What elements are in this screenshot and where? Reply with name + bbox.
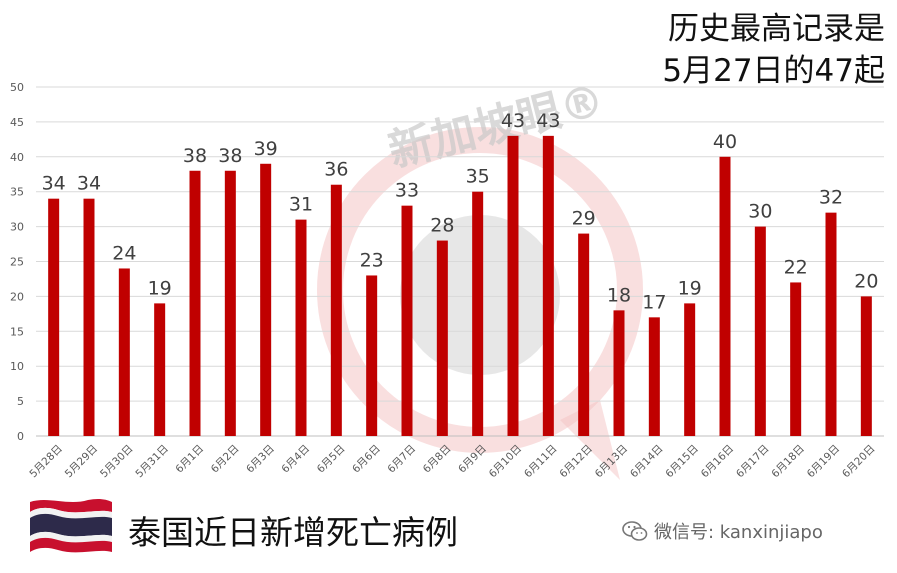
data-label: 29 xyxy=(572,208,596,230)
data-label: 19 xyxy=(678,277,702,299)
data-label: 20 xyxy=(854,270,878,292)
y-tick-label: 25 xyxy=(10,256,24,269)
flag-stripe-red-top xyxy=(30,498,112,513)
data-label: 36 xyxy=(324,159,348,181)
data-label: 34 xyxy=(42,173,66,195)
data-label: 40 xyxy=(713,131,737,153)
y-tick-label: 5 xyxy=(17,395,24,408)
bar xyxy=(330,184,342,436)
footer-title: 泰国近日新增死亡病例 xyxy=(128,513,458,552)
x-tick-label: 5月31日 xyxy=(133,443,171,481)
x-tick-label: 6月1日 xyxy=(173,443,206,476)
x-tick-label: 6月8日 xyxy=(421,443,454,476)
wechat-credit: 微信号: kanxinjiapo xyxy=(622,518,823,544)
thailand-flag-icon xyxy=(30,498,112,553)
x-tick-label: 6月5日 xyxy=(315,443,348,476)
bar xyxy=(719,156,731,437)
x-tick-label: 5月28日 xyxy=(27,443,65,481)
y-tick-label: 0 xyxy=(17,430,24,443)
y-tick-label: 45 xyxy=(10,116,24,129)
x-tick-label: 6月14日 xyxy=(628,443,666,481)
x-tick-label: 6月18日 xyxy=(769,443,807,481)
data-label: 18 xyxy=(607,284,631,306)
data-label: 17 xyxy=(642,291,666,313)
data-label: 32 xyxy=(819,187,843,209)
bar xyxy=(118,268,130,436)
x-tick-label: 5月30日 xyxy=(98,443,136,481)
x-tick-label: 6月20日 xyxy=(840,443,878,481)
bar xyxy=(754,226,766,436)
headline: 历史最高记录是 5月27日的47起 xyxy=(662,8,885,92)
watermark-pointer xyxy=(560,400,620,480)
data-label: 38 xyxy=(218,145,242,167)
bar xyxy=(83,198,95,436)
y-tick-label: 15 xyxy=(10,325,24,338)
credit-account: kanxinjiapo xyxy=(719,522,823,543)
bar xyxy=(48,198,60,436)
bar xyxy=(860,296,872,436)
y-tick-label: 20 xyxy=(10,290,24,303)
flag-stripe-white-bottom xyxy=(30,531,112,543)
data-label: 23 xyxy=(360,249,384,271)
y-tick-label: 50 xyxy=(10,81,24,94)
bar xyxy=(472,191,484,436)
data-label: 22 xyxy=(784,256,808,278)
headline-line1: 历史最高记录是 xyxy=(668,11,885,47)
wechat-icon xyxy=(622,521,648,541)
x-tick-label: 6月4日 xyxy=(279,443,312,476)
bar xyxy=(436,240,448,436)
bar xyxy=(224,170,236,436)
data-label: 30 xyxy=(748,201,772,223)
credit-prefix: 微信号: xyxy=(654,522,720,543)
bar xyxy=(189,170,201,436)
data-label: 43 xyxy=(536,110,560,132)
bar xyxy=(790,282,802,436)
bar xyxy=(684,303,696,436)
flag-stripe-white-top xyxy=(30,507,112,519)
x-tick-label: 6月11日 xyxy=(522,443,560,481)
x-tick-label: 6月17日 xyxy=(734,443,772,481)
x-tick-label: 6月12日 xyxy=(557,443,595,481)
data-label: 39 xyxy=(254,138,278,160)
y-tick-label: 30 xyxy=(10,221,24,234)
x-tick-label: 6月19日 xyxy=(805,443,843,481)
bar xyxy=(260,163,272,436)
data-label: 34 xyxy=(77,173,101,195)
flag-stripe-red-bottom xyxy=(30,537,112,553)
bar xyxy=(295,219,307,436)
data-label: 38 xyxy=(183,145,207,167)
data-label: 35 xyxy=(466,166,490,188)
bar xyxy=(613,310,625,436)
watermark-ring xyxy=(317,127,643,453)
x-tick-label: 6月7日 xyxy=(385,443,418,476)
x-tick-label: 5月29日 xyxy=(63,443,101,481)
data-label: 28 xyxy=(430,215,454,237)
x-tick-label: 6月6日 xyxy=(350,443,383,476)
x-tick-label: 6月16日 xyxy=(699,443,737,481)
x-tick-label: 6月2日 xyxy=(209,443,242,476)
y-tick-label: 10 xyxy=(10,360,24,373)
y-tick-label: 35 xyxy=(10,186,24,199)
bar xyxy=(401,205,413,436)
x-tick-label: 6月3日 xyxy=(244,443,277,476)
bar xyxy=(825,212,837,436)
x-tick-label: 6月15日 xyxy=(663,443,701,481)
data-label: 33 xyxy=(395,180,419,202)
bar xyxy=(366,275,378,436)
bar xyxy=(578,233,590,436)
headline-line2: 5月27日的47起 xyxy=(662,53,885,89)
data-label: 24 xyxy=(112,242,136,264)
y-tick-label: 40 xyxy=(10,151,24,164)
bar xyxy=(648,317,660,436)
data-label: 19 xyxy=(148,277,172,299)
data-label: 31 xyxy=(289,194,313,216)
bar xyxy=(507,135,519,437)
bar xyxy=(154,303,166,436)
bar xyxy=(542,135,554,437)
flag-stripe-blue xyxy=(30,513,112,537)
data-label: 43 xyxy=(501,110,525,132)
